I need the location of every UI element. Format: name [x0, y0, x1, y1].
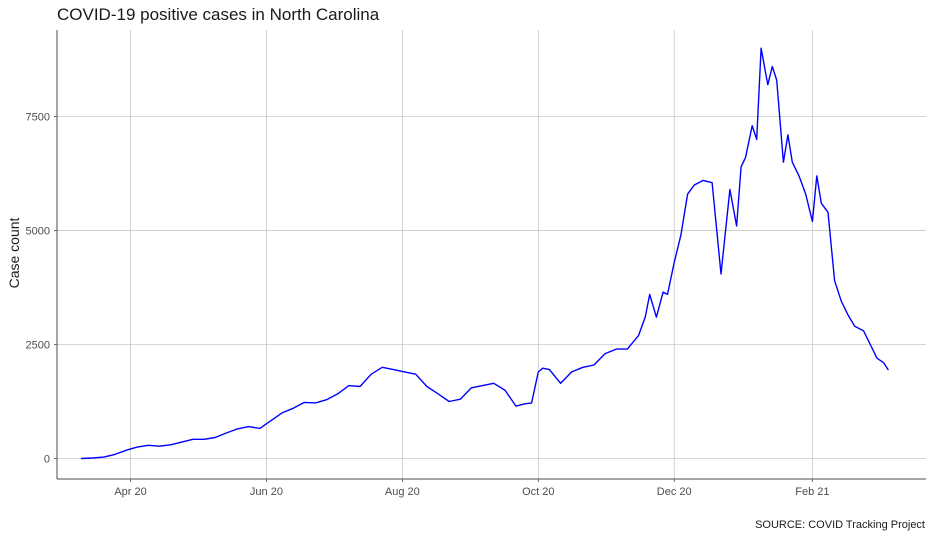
- source-caption: SOURCE: COVID Tracking Project: [755, 519, 925, 531]
- x-tick-label: Jun 20: [250, 486, 283, 498]
- x-tick-label: Apr 20: [114, 486, 146, 498]
- x-tick-label: Dec 20: [657, 486, 692, 498]
- vertical-gridlines: [130, 30, 813, 479]
- x-tick-label: Aug 20: [385, 486, 420, 498]
- y-tick-label: 7500: [26, 112, 50, 124]
- series-line: [80, 47, 889, 460]
- y-tick-label: 5000: [26, 226, 50, 238]
- y-tick-label: 0: [44, 453, 50, 465]
- x-tick-label: Oct 20: [522, 486, 554, 498]
- y-tick-label: 2500: [26, 340, 50, 352]
- y-axis-title: Case count: [6, 217, 22, 288]
- series-layer: [80, 47, 889, 460]
- y-axis-ticks: 0 2500 5000 7500: [26, 112, 57, 465]
- chart-title: COVID-19 positive cases in North Carolin…: [57, 5, 380, 24]
- x-axis-ticks: Apr 20 Jun 20 Aug 20 Oct 20 Dec 20 Feb 21: [114, 479, 829, 498]
- horizontal-gridlines: [57, 116, 926, 459]
- x-tick-label: Feb 21: [795, 486, 829, 498]
